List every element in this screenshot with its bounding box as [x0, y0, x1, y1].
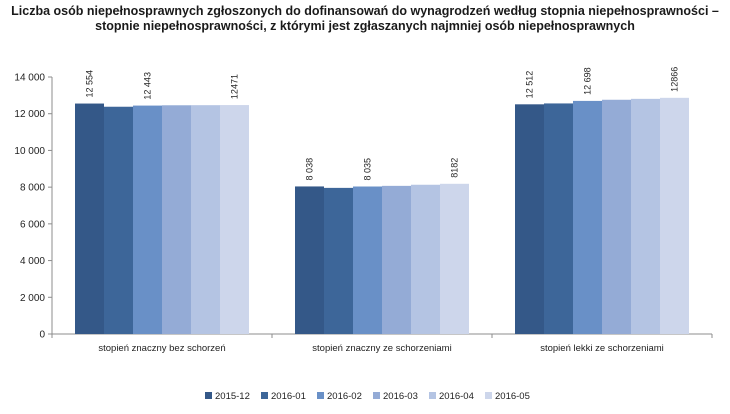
legend-swatch [373, 392, 380, 399]
chart-title: Liczba osób niepełnosprawnych zgłoszonyc… [0, 4, 730, 34]
bar [75, 103, 104, 334]
legend-swatch [429, 392, 436, 399]
data-label: 12 512 [525, 71, 535, 99]
bar [382, 185, 411, 334]
y-tick-label: 8 000 [20, 183, 45, 194]
x-category-label: stopień znaczny ze schorzeniami [312, 343, 451, 354]
legend-swatch [317, 392, 324, 399]
x-category-label: stopień lekki ze schorzeniami [540, 343, 664, 354]
legend-label: 2016-05 [495, 391, 530, 402]
y-tick-label: 6 000 [20, 219, 45, 230]
y-tick-label: 12 000 [14, 109, 45, 120]
bar [353, 186, 382, 334]
legend-label: 2016-03 [383, 391, 418, 402]
bar [104, 106, 133, 334]
data-label: 8 038 [305, 158, 315, 181]
legend-swatch [261, 392, 268, 399]
data-label: 12 698 [583, 67, 593, 95]
bar [515, 104, 544, 334]
legend-swatch [205, 392, 212, 399]
bar [191, 105, 220, 334]
bar [220, 105, 249, 334]
data-label: 8182 [450, 158, 460, 178]
chart-title-line-2: stopnie niepełnosprawności, z którymi je… [95, 19, 635, 33]
y-tick-label: 4 000 [20, 256, 45, 267]
data-label: 8 035 [363, 158, 373, 181]
legend-label: 2016-04 [439, 391, 474, 402]
legend-swatch [485, 392, 492, 399]
bar [295, 186, 324, 334]
chart-title-line-1: Liczba osób niepełnosprawnych zgłoszonyc… [11, 4, 719, 18]
y-tick-label: 0 [39, 330, 45, 341]
bar [544, 103, 573, 334]
legend-label: 2016-01 [271, 391, 306, 402]
bar [602, 99, 631, 335]
bar [440, 183, 469, 334]
legend-label: 2015-12 [215, 391, 250, 402]
bar [573, 100, 602, 334]
bar [324, 187, 353, 334]
bar [660, 97, 689, 334]
data-label: 12471 [230, 74, 240, 99]
y-tick-label: 14 000 [14, 73, 45, 84]
data-label: 12 443 [143, 72, 153, 100]
data-label: 12 554 [85, 70, 95, 98]
x-category-label: stopień znaczny bez schorzeń [98, 343, 225, 354]
bar [631, 98, 660, 334]
data-label: 12866 [670, 67, 680, 92]
y-tick-label: 10 000 [14, 146, 45, 157]
y-tick-label: 2 000 [20, 293, 45, 304]
bar [133, 105, 162, 335]
bar [411, 184, 440, 334]
legend-label: 2016-02 [327, 391, 362, 402]
bar [162, 105, 191, 335]
